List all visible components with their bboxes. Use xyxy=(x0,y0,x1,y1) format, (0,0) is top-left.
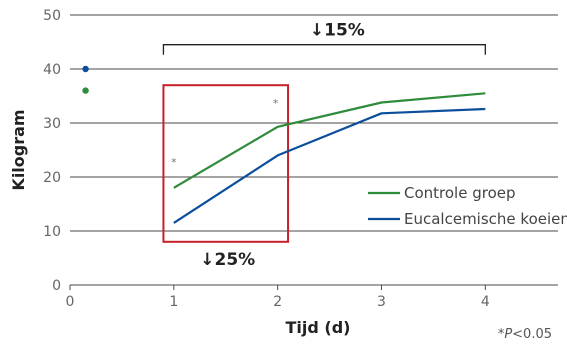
series-lines xyxy=(82,65,486,224)
y-tick-label-20: 20 xyxy=(43,170,61,186)
x-tick-label-3: 3 xyxy=(377,294,386,310)
y-tick-label-30: 30 xyxy=(43,116,61,132)
x-tick-label-2: 2 xyxy=(273,294,282,310)
grid-lines xyxy=(70,14,558,286)
y-tick-label-0: 0 xyxy=(52,278,61,294)
legend: Controle groep Eucalcemische koeien xyxy=(368,184,567,228)
legend-label-2: Eucalcemische koeien xyxy=(404,210,567,228)
start-marker-2 xyxy=(82,65,89,73)
significance-asterisk-1: * xyxy=(171,156,177,169)
x-tick-label-1: 1 xyxy=(169,294,178,310)
x-axis-title: Tijd (d) xyxy=(286,318,351,337)
footnote-significance: *P<0.05 xyxy=(498,327,552,342)
y-tick-label-10: 10 xyxy=(43,224,61,240)
top-bracket xyxy=(162,44,486,55)
start-marker-1 xyxy=(82,87,89,94)
series-line-2 xyxy=(173,107,486,224)
x-tick-label-0: 0 xyxy=(66,294,75,310)
highlight-box xyxy=(162,84,290,243)
y-tick-labels: 0 10 20 30 40 50 xyxy=(43,8,61,294)
y-axis-title: Kilogram xyxy=(9,109,28,190)
legend-label-1: Controle groep xyxy=(404,184,516,202)
series-line-1 xyxy=(173,92,486,189)
annotations: ↓25% ↓15% * * xyxy=(162,21,486,270)
highlight-box-label: ↓25% xyxy=(200,250,255,270)
y-tick-label-50: 50 xyxy=(43,8,61,24)
x-tick-labels: 0 1 2 3 4 xyxy=(66,285,490,310)
top-bracket-label: ↓15% xyxy=(310,21,365,41)
significance-asterisk-2: * xyxy=(273,97,279,110)
y-tick-label-40: 40 xyxy=(43,62,61,78)
x-tick-label-4: 4 xyxy=(481,294,490,310)
